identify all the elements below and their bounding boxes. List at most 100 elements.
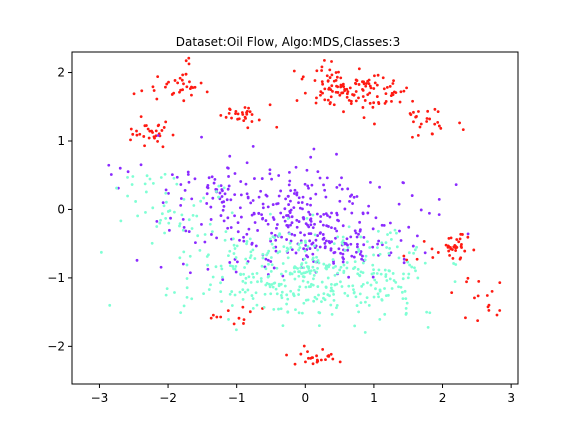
data-point xyxy=(147,136,151,140)
data-point xyxy=(172,176,176,180)
data-point xyxy=(301,75,305,79)
data-point xyxy=(251,272,254,276)
data-point xyxy=(264,257,268,261)
data-point xyxy=(297,274,301,278)
y-tick-label: −1 xyxy=(47,271,65,285)
data-point xyxy=(160,129,164,132)
data-point xyxy=(383,287,386,290)
data-point xyxy=(385,279,389,282)
data-point xyxy=(357,248,361,251)
data-point xyxy=(273,234,277,237)
data-point xyxy=(205,202,209,205)
data-point xyxy=(412,110,415,114)
data-point xyxy=(233,247,237,250)
data-point xyxy=(377,102,381,105)
data-point xyxy=(307,265,310,269)
data-point xyxy=(250,113,254,116)
data-point xyxy=(164,216,168,220)
data-point xyxy=(349,99,353,103)
data-point xyxy=(436,251,440,254)
data-point xyxy=(170,173,174,177)
data-point xyxy=(185,277,189,280)
data-point xyxy=(238,290,242,294)
data-point xyxy=(315,270,319,274)
data-point xyxy=(167,80,170,84)
data-point xyxy=(269,292,273,296)
data-point xyxy=(316,170,320,174)
data-point xyxy=(307,356,310,360)
data-point xyxy=(198,248,202,252)
data-point xyxy=(322,213,326,216)
data-point xyxy=(305,270,309,274)
data-point xyxy=(280,290,284,294)
data-point xyxy=(230,116,233,120)
data-point xyxy=(332,261,336,265)
data-point xyxy=(277,282,281,286)
data-point xyxy=(311,258,315,261)
data-point xyxy=(314,238,318,242)
data-point xyxy=(266,222,270,226)
data-point xyxy=(461,128,465,132)
data-point xyxy=(247,275,251,279)
data-point xyxy=(135,133,139,137)
data-point xyxy=(337,219,340,223)
data-point xyxy=(295,99,299,102)
data-point xyxy=(261,256,265,260)
data-point xyxy=(407,272,411,276)
data-point xyxy=(282,215,285,219)
plot-frame xyxy=(71,51,519,385)
data-point xyxy=(321,91,324,95)
data-point xyxy=(221,189,224,193)
data-point xyxy=(309,197,312,200)
data-point xyxy=(158,221,162,225)
data-point xyxy=(377,239,381,243)
data-point xyxy=(400,290,404,294)
data-point xyxy=(136,214,140,218)
data-point xyxy=(272,307,276,311)
data-point xyxy=(346,246,350,250)
data-point xyxy=(306,280,310,284)
data-point xyxy=(213,178,217,181)
data-point xyxy=(447,244,450,248)
data-point xyxy=(246,126,250,130)
data-point xyxy=(364,300,367,304)
data-point xyxy=(211,196,215,200)
data-point xyxy=(237,316,241,320)
data-point xyxy=(437,124,441,128)
data-point xyxy=(178,256,182,260)
data-point xyxy=(309,155,313,159)
x-tick-label: 3 xyxy=(507,391,515,405)
data-point xyxy=(361,95,365,98)
data-point xyxy=(304,261,308,265)
data-point xyxy=(363,99,367,102)
series-0 xyxy=(129,56,502,366)
data-point xyxy=(187,62,191,66)
data-point xyxy=(289,239,293,243)
data-point xyxy=(163,172,167,176)
data-point xyxy=(371,275,375,279)
data-point xyxy=(389,237,393,241)
data-point xyxy=(487,303,491,307)
data-point xyxy=(323,246,327,250)
data-point xyxy=(209,205,213,209)
data-point xyxy=(222,186,226,190)
data-point xyxy=(265,194,269,198)
data-point xyxy=(329,248,333,252)
data-point xyxy=(362,235,366,239)
data-point xyxy=(460,242,463,246)
data-point xyxy=(228,154,232,158)
data-point xyxy=(406,276,410,280)
data-point xyxy=(109,173,113,176)
data-point xyxy=(348,199,351,203)
data-point xyxy=(335,303,339,307)
data-point xyxy=(436,120,440,124)
data-point xyxy=(259,189,263,193)
data-point xyxy=(317,261,321,265)
data-point xyxy=(330,226,333,230)
data-point xyxy=(361,88,365,92)
data-point xyxy=(229,226,233,229)
data-point xyxy=(270,242,274,246)
data-point xyxy=(311,265,315,269)
data-point xyxy=(179,197,183,200)
data-point xyxy=(300,262,304,265)
